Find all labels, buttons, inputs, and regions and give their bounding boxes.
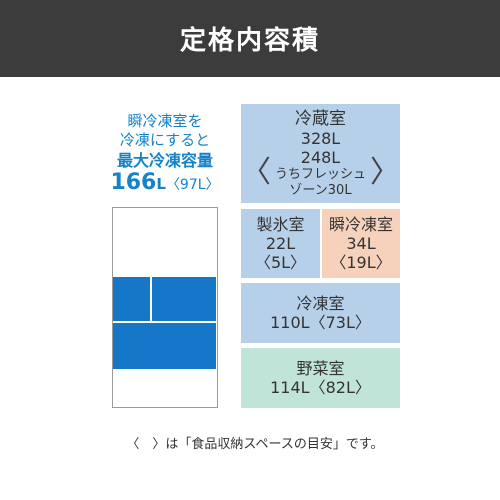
vegetable-compartment: 野菜室 114L〈82L〉 (241, 348, 400, 408)
fridge-diagram (112, 207, 218, 408)
max-freezer-sub: 〈97L〉 (165, 176, 220, 193)
quick-freeze-sub: 〈19L〉 (330, 253, 392, 273)
max-freezer-caption: 瞬冷凍室を 冷凍にすると 最大冷凍容量 166L〈97L〉 (100, 112, 230, 196)
vegetable-name: 野菜室 (296, 358, 345, 378)
vegetable-value: 114L〈82L〉 (270, 378, 371, 397)
fridge-name: 冷蔵室 (295, 108, 346, 129)
max-freezer-capacity: 166L〈97L〉 (100, 169, 230, 197)
fridge-fresh-info: 248L うちフレッシュゾーン30L (271, 148, 370, 198)
quick-freeze-value: 34L (346, 233, 376, 253)
fridge-fresh-value: 248L (300, 148, 341, 168)
footnote: 〈 〉は「食品収納スペースの目安」です。 (126, 437, 384, 452)
bracket-close: 〉 (370, 155, 400, 191)
ice-value: 22L (265, 233, 296, 253)
fridge-bracket-row: 〈 248L うちフレッシュゾーン30L 〉 (241, 148, 400, 198)
freezer-value: 110L〈73L〉 (270, 313, 371, 332)
quick-freeze-name: 瞬冷凍室 (328, 214, 393, 234)
ice-sub: 〈5L〉 (254, 253, 307, 273)
freezer-compartment: 冷凍室 110L〈73L〉 (241, 283, 400, 343)
caption-line-2: 冷凍にすると (119, 130, 211, 149)
fridge-fresh-label: うちフレッシュゾーン30L (274, 167, 366, 198)
freezer-name: 冷凍室 (296, 293, 345, 313)
ice-name: 製氷室 (256, 214, 305, 234)
page-header: 定格内容積 (0, 0, 500, 77)
quick-freeze-compartment: 瞬冷凍室 34L 〈19L〉 (322, 209, 400, 278)
max-freezer-unit: L (156, 174, 166, 193)
max-freezer-value: 166 (110, 169, 157, 195)
caption-line-3: 最大冷凍容量 (116, 150, 213, 170)
diagram-freezer-compartment (113, 323, 216, 369)
diagram-ice-compartment (113, 277, 150, 321)
fridge-total: 328L (300, 128, 341, 148)
fridge-compartment: 冷蔵室 328L 〈 248L うちフレッシュゾーン30L 〉 (241, 104, 400, 203)
page-title: 定格内容積 (179, 26, 320, 56)
diagram-quick-freeze-compartment (152, 277, 216, 321)
ice-compartment: 製氷室 22L 〈5L〉 (241, 209, 320, 278)
bracket-open: 〈 (241, 155, 271, 191)
caption-line-1: 瞬冷凍室を (127, 112, 203, 130)
